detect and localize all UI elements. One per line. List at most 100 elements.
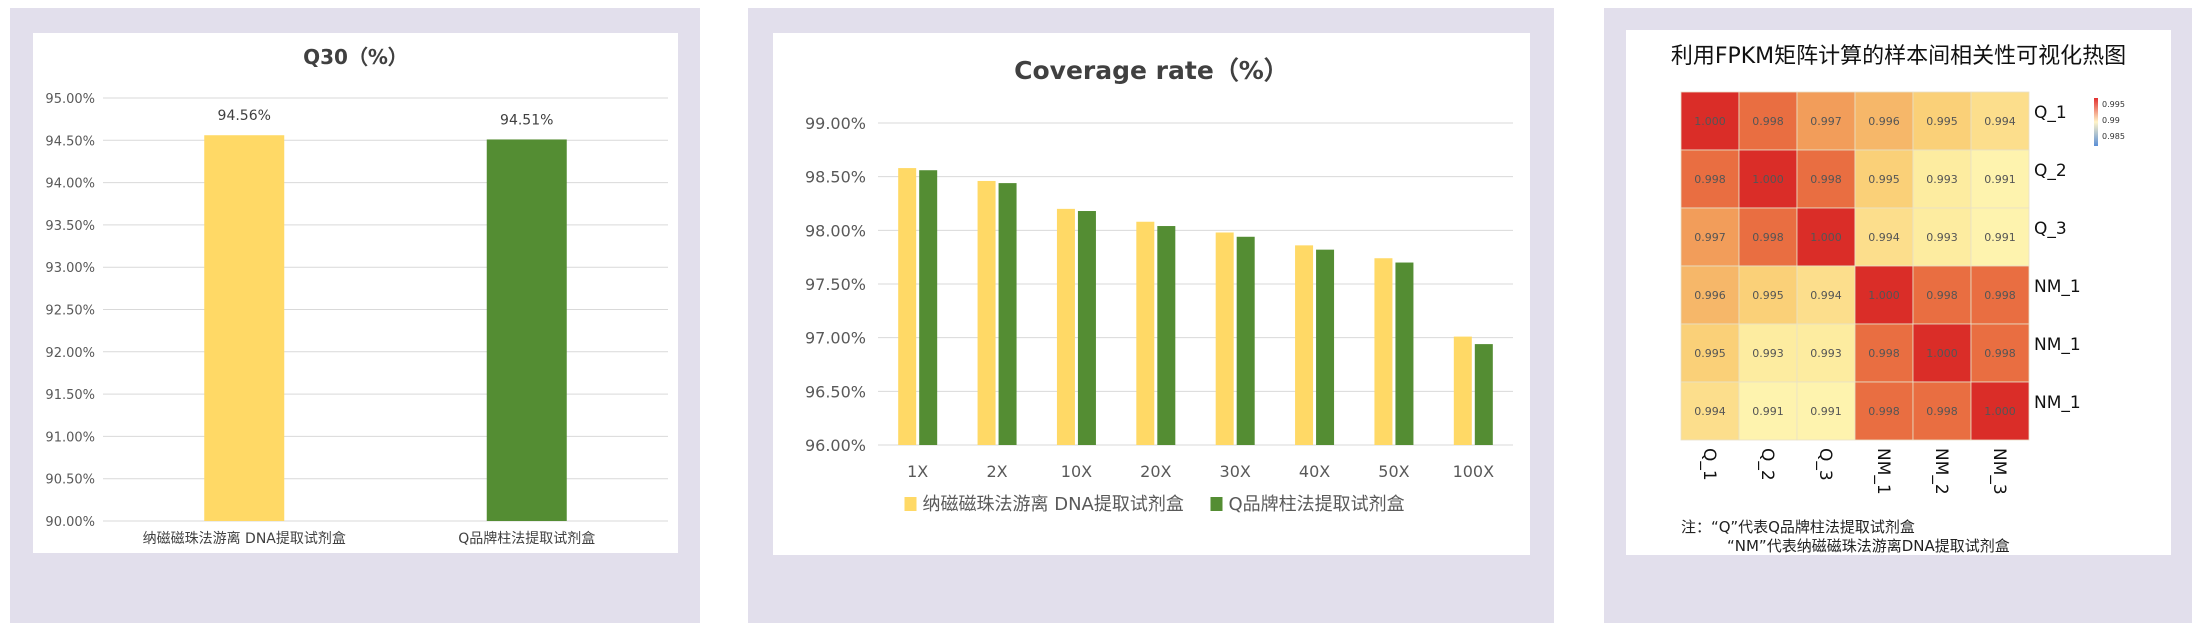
y-tick-label: 90.00% <box>45 515 95 530</box>
heatmap-cell <box>1912 207 1972 267</box>
y-tick-label: 92.50% <box>45 304 95 319</box>
heatmap-col-label: NM_3 <box>1989 448 2009 495</box>
heatmap-cell-label: 0.993 <box>1926 173 1958 186</box>
x-tick-label: 2X <box>986 462 1007 481</box>
heatmap-panel: 利用FPKM矩阵计算的样本间相关性可视化热图 1.000 0.998 0.997 0.… <box>1604 8 2192 623</box>
legend-swatch <box>1210 497 1223 511</box>
heatmap-cell-label: 0.994 <box>1984 115 2016 128</box>
q30-chart-svg: 90.00% 90.50% 91.00% 91.50% 92.00% 92.50% 93.0… <box>45 92 668 547</box>
heatmap-cell-label: 0.998 <box>1752 231 1784 244</box>
heatmap-cell-label: 0.991 <box>1810 405 1842 418</box>
heatmap-cell-label: 0.994 <box>1810 289 1842 302</box>
heatmap-cell <box>1854 265 1914 325</box>
bar <box>1374 258 1393 445</box>
heatmap-cell <box>1970 207 2030 267</box>
heatmap-cell-label: 1.000 <box>1694 115 1726 128</box>
heatmap-cell-label: 0.995 <box>1868 173 1900 186</box>
data-label: 94.56% <box>218 108 271 124</box>
heatmap-cell-label: 1.000 <box>1926 347 1958 360</box>
heatmap-cell-label: 0.995 <box>1752 289 1784 302</box>
heatmap-row-label: NM_1 <box>2034 277 2081 297</box>
heatmap-cell-label: 1.000 <box>1984 405 2016 418</box>
y-tick-label: 97.50% <box>805 275 866 294</box>
x-tick-label: 30X <box>1220 462 1251 481</box>
y-tick-label: 92.00% <box>45 346 95 361</box>
bar <box>1295 245 1314 445</box>
heatmap-col-label: Q_3 <box>1815 448 1835 481</box>
y-tick-label: 97.00% <box>805 329 866 348</box>
y-tick-label: 93.50% <box>45 219 95 234</box>
heatmap-cell <box>1796 265 1856 325</box>
heatmap-col-label: NM_2 <box>1931 448 1951 495</box>
heatmap-row-label: NM_1 <box>2034 393 2081 413</box>
heatmap-cell <box>1738 323 1798 383</box>
heatmap-cell-label: 1.000 <box>1868 289 1900 302</box>
heatmap-row-label: NM_1 <box>2034 335 2081 355</box>
heatmap-cell-label: 0.998 <box>1984 347 2016 360</box>
y-tick-label: 95.00% <box>45 92 95 107</box>
heatmap-cell <box>1970 381 2030 441</box>
heatmap-cell-label: 1.000 <box>1810 231 1842 244</box>
y-tick-label: 91.00% <box>45 430 95 445</box>
heatmap-cell-label: 0.997 <box>1694 231 1726 244</box>
x-tick-label: 20X <box>1140 462 1171 481</box>
x-tick-label: 纳磁磁珠法游离 DNA提取试剂盒 <box>143 530 346 547</box>
heatmap-cell <box>1738 265 1798 325</box>
bar <box>898 168 917 445</box>
heatmap-card: 利用FPKM矩阵计算的样本间相关性可视化热图 1.000 0.998 0.997 0.… <box>1626 30 2171 555</box>
bar <box>1474 344 1493 445</box>
heatmap-cell-label: 0.994 <box>1868 231 1900 244</box>
legend-swatch <box>904 497 917 511</box>
heatmap-cell <box>1738 91 1798 151</box>
heatmap-cell-label: 0.998 <box>1868 347 1900 360</box>
bar <box>1453 336 1472 445</box>
heatmap-cell-label: 0.991 <box>1984 231 2016 244</box>
heatmap-cell <box>1796 323 1856 383</box>
y-tick-label: 94.00% <box>45 177 95 192</box>
y-tick-label: 99.00% <box>805 114 866 133</box>
heatmap-cell-label: 0.993 <box>1926 231 1958 244</box>
x-tick-label: 100X <box>1453 462 1495 481</box>
colorbar-tick-label: 0.99 <box>2102 116 2120 125</box>
bar <box>998 183 1017 445</box>
heatmap-cell <box>1970 265 2030 325</box>
heatmap-cell-label: 0.998 <box>1752 115 1784 128</box>
y-tick-label: 98.50% <box>805 168 866 187</box>
bar <box>1316 249 1335 445</box>
heatmap-cell <box>1796 149 1856 209</box>
heatmap-col-label: NM_1 <box>1873 448 1893 495</box>
x-tick-label: 50X <box>1378 462 1409 481</box>
bar <box>1395 262 1414 445</box>
heatmap-cell <box>1854 381 1914 441</box>
colorbar-tick-label: 0.995 <box>2102 100 2125 109</box>
data-label: 94.51% <box>500 112 553 128</box>
heatmap-cell-label: 0.994 <box>1694 405 1726 418</box>
y-tick-label: 96.00% <box>805 436 866 455</box>
q30-panel: Q30（%） 90.00% 90.50% 91.00% 91.50% 92.00% 92.… <box>10 8 700 623</box>
heatmap-cell-label: 0.998 <box>1810 173 1842 186</box>
heatmap-cell-label: 0.995 <box>1694 347 1726 360</box>
heatmap-col-label: Q_1 <box>1699 448 1719 481</box>
q30-chart-title: Q30（%） <box>303 45 408 69</box>
heatmap-cell-label: 0.998 <box>1926 289 1958 302</box>
y-tick-label: 94.50% <box>45 134 95 149</box>
heatmap-cell-label: 0.996 <box>1868 115 1900 128</box>
bar <box>977 180 996 445</box>
bar <box>1157 226 1176 445</box>
bar <box>486 139 567 521</box>
heatmap-col-label: Q_2 <box>1757 448 1777 481</box>
heatmap-cell-label: 0.995 <box>1926 115 1958 128</box>
bar <box>1077 211 1096 445</box>
heatmap-cell <box>1680 207 1740 267</box>
coverage-chart-title: Coverage rate（%） <box>1014 56 1289 85</box>
bar <box>1236 236 1255 445</box>
heatmap-cell <box>1680 265 1740 325</box>
coverage-chart-card: Coverage rate（%） 96.00% 96.50% 97.00% 97.50… <box>773 33 1530 555</box>
heatmap-cell-label: 0.991 <box>1984 173 2016 186</box>
heatmap-cell <box>1854 91 1914 151</box>
heatmap-note-q: 注：“Q”代表Q品牌柱法提取试剂盒 <box>1681 518 1915 536</box>
legend-label: Q品牌柱法提取试剂盒 <box>1229 494 1405 515</box>
bar <box>1136 221 1155 445</box>
heatmap-cell <box>1738 381 1798 441</box>
heatmap-cell <box>1680 149 1740 209</box>
